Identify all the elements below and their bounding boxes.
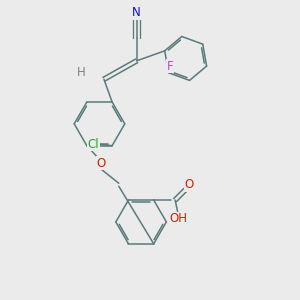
Text: OH: OH <box>169 212 187 225</box>
Text: O: O <box>185 178 194 191</box>
Text: N: N <box>132 6 141 19</box>
Text: H: H <box>77 66 86 79</box>
Text: O: O <box>96 157 106 169</box>
Text: F: F <box>167 60 173 73</box>
Text: Cl: Cl <box>88 138 99 151</box>
